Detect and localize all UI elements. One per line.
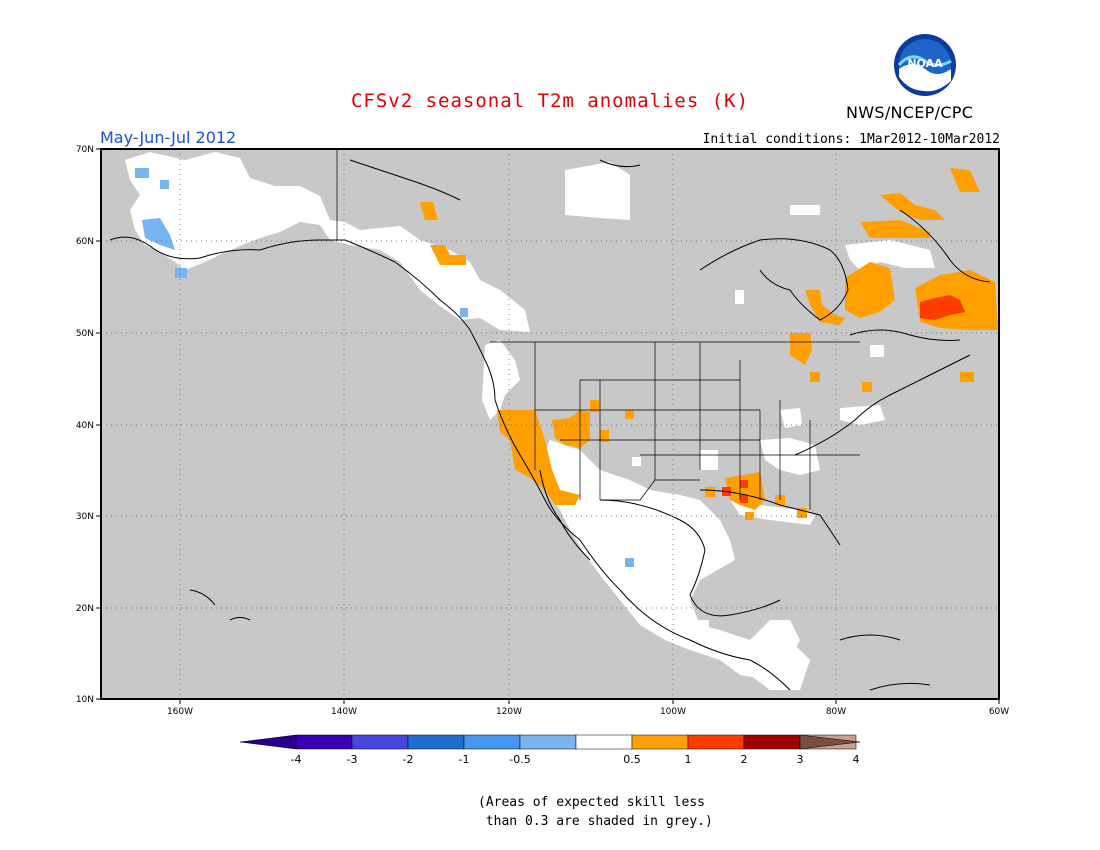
anomaly-map: 70N 60N 50N 40N 30N 20N 10N 160W 140W 12… — [76, 145, 1009, 717]
noaa-logo: NOAA — [894, 34, 956, 96]
colorbar-labels: -4 -3 -2 -1 -0.5 0.5 1 2 3 4 — [291, 753, 860, 766]
lon-label-60w: 60W — [989, 707, 1009, 717]
svg-text:NOAA: NOAA — [907, 57, 943, 70]
lat-label-30n: 30N — [76, 512, 94, 522]
cool-anomaly-regions — [135, 168, 634, 567]
colorbar-box — [799, 734, 857, 750]
skill-note-line-2: than 0.3 are shaded in grey.) — [478, 814, 713, 829]
colorbar-label: -0.5 — [509, 753, 530, 766]
colorbar-box — [295, 734, 353, 750]
colorbar-label: -3 — [347, 753, 358, 766]
chart-title: CFSv2 seasonal T2m anomalies (K) — [350, 90, 750, 112]
colorbar-box — [631, 734, 689, 750]
colorbar-box — [407, 734, 465, 750]
coastlines — [109, 159, 991, 691]
lat-label-40n: 40N — [76, 421, 94, 431]
colorbar-box — [743, 734, 801, 750]
colorbar-box — [351, 734, 409, 750]
agency-label: NWS/NCEP/CPC — [846, 103, 974, 122]
lon-label-80w: 80W — [826, 707, 846, 717]
lat-label-70n: 70N — [76, 145, 94, 155]
lon-label-160w: 160W — [167, 707, 193, 717]
colorbar-low-arrow — [239, 734, 297, 750]
graticule — [101, 149, 999, 699]
colorbar-label: 3 — [797, 753, 804, 766]
lat-label-60n: 60N — [76, 237, 94, 247]
state-borders — [336, 150, 860, 510]
colorbar-label: -4 — [291, 753, 302, 766]
lon-label-140w: 140W — [331, 707, 357, 717]
lon-label-100w: 100W — [660, 707, 686, 717]
colorbar-box — [463, 734, 521, 750]
colorbar-box — [575, 734, 633, 750]
skill-note-line-1: (Areas of expected skill less — [478, 795, 705, 810]
map-frame — [100, 148, 1000, 700]
lon-label-120w: 120W — [496, 707, 522, 717]
colorbar-label: 1 — [685, 753, 692, 766]
initial-conditions: Initial conditions: 1Mar2012-10Mar2012 — [702, 132, 1000, 147]
lat-label-20n: 20N — [76, 604, 94, 614]
colorbar-high-arrow — [799, 734, 861, 750]
colorbar-label: 2 — [741, 753, 748, 766]
lat-label-50n: 50N — [76, 329, 94, 339]
colorbar-label: -2 — [403, 753, 414, 766]
lat-label-10n: 10N — [76, 695, 94, 705]
forecast-period: May-Jun-Jul 2012 — [100, 128, 237, 147]
skill-note: (Areas of expected skill less than 0.3 a… — [478, 793, 713, 831]
colorbar-label: -1 — [459, 753, 470, 766]
colorbar-label: 4 — [853, 753, 860, 766]
colorbar-box — [687, 734, 745, 750]
colorbar-label: 0.5 — [623, 753, 641, 766]
colorbar-box — [519, 734, 577, 750]
colorbar-boxes — [295, 734, 857, 750]
